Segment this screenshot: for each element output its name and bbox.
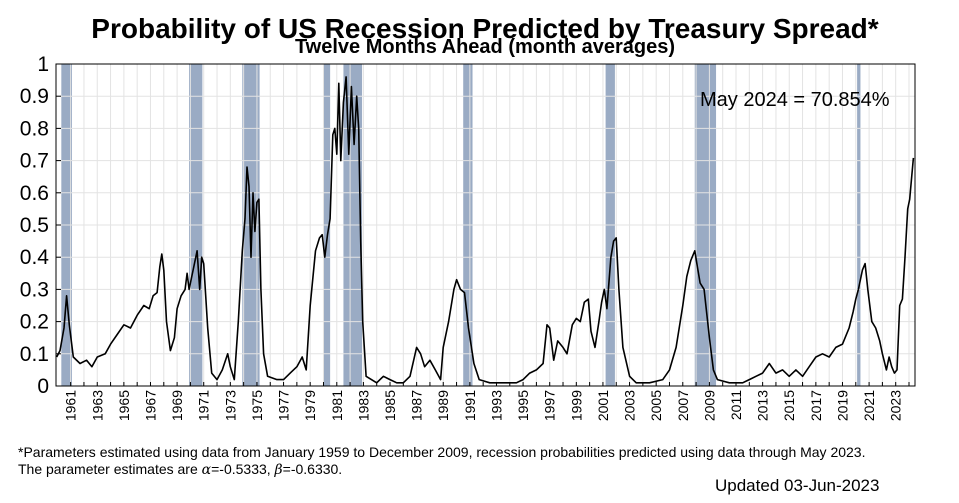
probability-series [55,76,915,384]
beta-symbol: β [274,462,283,478]
y-tick-label: 0.2 [20,311,49,334]
x-tick-label: 1971 [196,390,212,421]
x-tick-label: 2001 [595,390,611,421]
x-tick-label: 2015 [781,390,797,421]
y-tick-label: 1 [37,53,49,76]
chart-title: Probability of US Recession Predicted by… [91,13,878,44]
x-tick-label: 2017 [808,390,824,421]
x-tick-label: 1969 [169,390,185,421]
x-tick-label: 1973 [222,390,238,421]
beta-value: =-0.6330. [282,461,343,477]
y-tick-label: 0.6 [20,182,49,205]
x-tick-label: 1987 [409,390,425,421]
y-tick-label: 0.1 [20,343,49,366]
updated-date: Updated 03-Jun-2023 [715,476,880,495]
x-tick-label: 2021 [861,390,877,421]
footnote-estimates-prefix: The parameter estimates are [18,461,202,477]
x-tick-label: 1997 [542,390,558,421]
chart-subtitle: Twelve Months Ahead (month averages) [295,36,675,58]
x-tick-label: 2013 [755,390,771,421]
x-tick-label: 2005 [648,390,664,421]
x-tick-label: 2011 [728,390,744,420]
y-tick-label: 0.9 [20,85,49,108]
x-tick-label: 1967 [142,390,158,421]
y-tick-label: 0 [37,375,49,398]
x-tick-label: 1983 [355,390,371,421]
y-tick-label: 0.7 [20,150,49,173]
x-tick-label: 1993 [488,390,504,421]
footnote-parameters: *Parameters estimated using data from Ja… [18,444,866,460]
y-tick-label: 0.3 [20,278,49,301]
x-tick-label: 2009 [701,390,717,421]
x-axis: 1961 1963 1965 1967 1969 1971 1973 1975 1977 1979… [63,382,910,421]
y-tick-label: 0.4 [20,246,50,269]
y-tick-label: 0.8 [20,117,49,140]
x-tick-label: 1977 [276,390,292,421]
alpha-value: =-0.5333, [211,461,275,477]
x-tick-label: 1991 [462,390,478,421]
x-tick-label: 1999 [568,390,584,421]
footnote-estimates: The parameter estimates are α=-0.5333, β… [18,461,342,479]
x-tick-label: 1975 [249,390,265,421]
x-tick-label: 1995 [515,390,531,421]
latest-value-annotation: May 2024 = 70.854% [700,89,890,111]
x-tick-label: 1989 [435,390,451,421]
x-tick-label: 2023 [888,390,904,421]
alpha-symbol: α [201,462,212,478]
x-tick-label: 1965 [116,390,132,421]
x-tick-label: 1961 [63,390,79,421]
series-line-0 [55,76,915,384]
x-tick-label: 2007 [675,390,691,421]
x-tick-label: 2019 [834,390,850,421]
x-tick-label: 1985 [382,390,398,421]
x-tick-label: 2003 [622,390,638,421]
x-tick-label: 1963 [89,390,105,421]
grid-lines [56,63,915,387]
x-tick-label: 1979 [302,390,318,421]
x-tick-label: 1981 [329,390,345,421]
y-tick-label: 0.5 [20,214,49,237]
y-axis: 0 0.1 0.2 0.3 0.4 0.5 0.6 0.7 0.8 0.9 1 [20,53,61,398]
